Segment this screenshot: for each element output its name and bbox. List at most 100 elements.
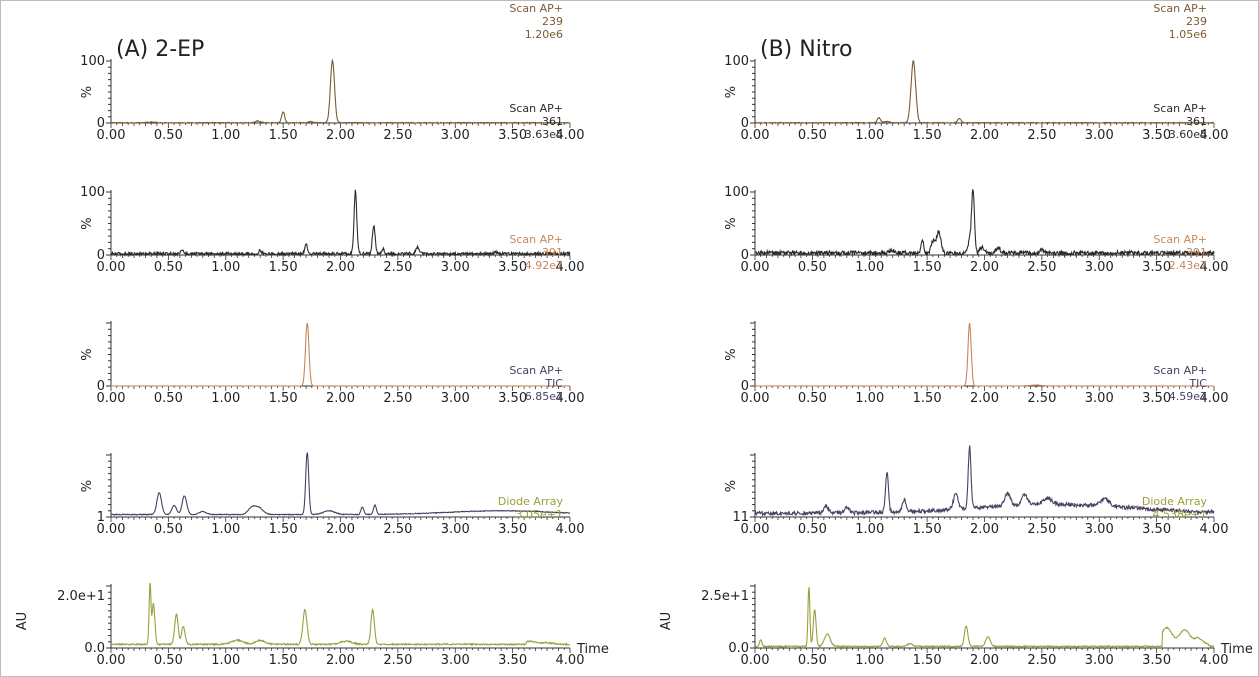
x-tick-label: 0.50 [798, 653, 827, 668]
x-tick-label: 4.00 [1200, 128, 1229, 143]
x-tick-label: 2.00 [326, 653, 355, 668]
trace-info-line: TIC [544, 377, 563, 390]
x-tick-label: 2.50 [383, 128, 412, 143]
x-tick-label: 1.50 [913, 653, 942, 668]
x-tick-label: 1.00 [855, 128, 884, 143]
x-tick-label: 3.50 [1142, 391, 1171, 406]
x-tick-label: 3.50 [498, 391, 527, 406]
x-tick-label: 1.00 [211, 653, 240, 668]
x-tick-label: 2.50 [1027, 522, 1056, 537]
x-tick-label: 0.50 [798, 128, 827, 143]
x-tick-label: 0.50 [798, 260, 827, 275]
trace-info-line: 3.05e+1 [516, 508, 563, 521]
y-tick-label: 0.0 [728, 641, 749, 656]
y-tick-label: 0 [741, 248, 749, 263]
x-tick-label: 2.50 [1027, 128, 1056, 143]
trace-info-line: 3.63e5 [525, 128, 563, 141]
trace-info-line: 361 [1186, 115, 1207, 128]
x-tick-label: 0.00 [97, 653, 126, 668]
panel-title: (B) Nitro [760, 37, 852, 62]
y-tick-label: 100 [80, 185, 105, 200]
x-tick-label: 4.00 [1200, 260, 1229, 275]
trace-line [110, 452, 571, 516]
trace-info-line: 3.60e5 [1169, 128, 1207, 141]
x-tick-label: 0.50 [154, 260, 183, 275]
x-tick-label: 0.00 [741, 653, 770, 668]
x-tick-label: 2.00 [970, 260, 999, 275]
y-axis-label: AU [15, 612, 30, 630]
x-tick-label: 0.00 [741, 128, 770, 143]
x-tick-label: 1.00 [211, 522, 240, 537]
x-tick-label: 4.00 [556, 522, 585, 537]
trace-info-line: Scan AP+ [509, 233, 563, 246]
x-tick-label: 1.00 [855, 522, 884, 537]
x-tick-label: 1.50 [913, 522, 942, 537]
trace-info-line: Scan AP+ [509, 102, 563, 115]
trace-info-line: Scan AP+ [509, 2, 563, 15]
x-tick-label: 3.50 [1142, 522, 1171, 537]
x-tick-label: 2.50 [1027, 653, 1056, 668]
x-tick-label: 2.00 [970, 391, 999, 406]
y-axis-label: % [80, 348, 95, 360]
trace-info-line: 4.59e7 [1169, 390, 1207, 403]
x-axis-label: Time [1220, 642, 1253, 657]
x-tick-label: 1.00 [855, 653, 884, 668]
y-tick-label: 2.0e+1 [57, 589, 105, 604]
x-tick-label: 3.00 [441, 128, 470, 143]
x-tick-label: 3.50 [1142, 653, 1171, 668]
trace-info-line: Scan AP+ [1153, 364, 1207, 377]
x-tick-label: 0.00 [741, 260, 770, 275]
x-tick-label: 3.50 [498, 653, 527, 668]
trace-info-line: 1.20e6 [525, 28, 563, 41]
x-tick-label: 2.50 [1027, 391, 1056, 406]
trace-info-line: Scan AP+ [509, 364, 563, 377]
y-axis-label: % [80, 217, 95, 229]
x-tick-label: 1.50 [269, 128, 298, 143]
y-tick-label: 0 [97, 248, 105, 263]
x-tick-label: 0.00 [97, 260, 126, 275]
x-tick-label: 2.00 [326, 128, 355, 143]
y-axis-label: % [80, 86, 95, 98]
x-tick-label: 3.50 [498, 260, 527, 275]
y-tick-label: 0 [741, 116, 749, 131]
x-tick-label: 2.50 [383, 391, 412, 406]
x-tick-label: 1.00 [855, 391, 884, 406]
y-axis-label: % [80, 480, 95, 492]
trace-info-line: 391 [1186, 246, 1207, 259]
trace-line [754, 60, 1214, 124]
y-tick-label: 100 [724, 185, 749, 200]
x-tick-label: 3.00 [1085, 653, 1114, 668]
y-tick-label: 0 [97, 379, 105, 394]
y-tick-label: 1 [97, 510, 105, 525]
y-tick-label: 100 [80, 54, 105, 69]
trace-info-line: 239 [542, 15, 563, 28]
panel-title: (A) 2-EP [116, 37, 204, 62]
x-tick-label: 0.50 [154, 128, 183, 143]
x-tick-label: 3.00 [441, 391, 470, 406]
x-tick-label: 2.00 [326, 522, 355, 537]
y-tick-label: 2.5e+1 [701, 589, 749, 604]
trace-info-line: 4.92e7 [525, 259, 563, 272]
x-tick-label: 3.00 [441, 260, 470, 275]
trace-line [111, 322, 570, 387]
y-axis-label: % [724, 348, 739, 360]
x-tick-label: 3.00 [1085, 522, 1114, 537]
x-tick-label: 0.50 [798, 522, 827, 537]
x-tick-label: 2.00 [970, 522, 999, 537]
trace-info-line: 6.85e7 [525, 390, 563, 403]
x-tick-label: 0.00 [97, 391, 126, 406]
trace-line [110, 58, 571, 124]
x-tick-label: 3.00 [1085, 391, 1114, 406]
y-axis-label: % [724, 86, 739, 98]
trace-info-line: 2.43e7 [1169, 259, 1207, 272]
x-tick-label: 3.00 [1085, 260, 1114, 275]
trace-line [754, 587, 1215, 649]
x-tick-label: 1.50 [269, 653, 298, 668]
x-tick-label: 4.00 [1200, 391, 1229, 406]
y-tick-label: 11 [732, 510, 749, 525]
